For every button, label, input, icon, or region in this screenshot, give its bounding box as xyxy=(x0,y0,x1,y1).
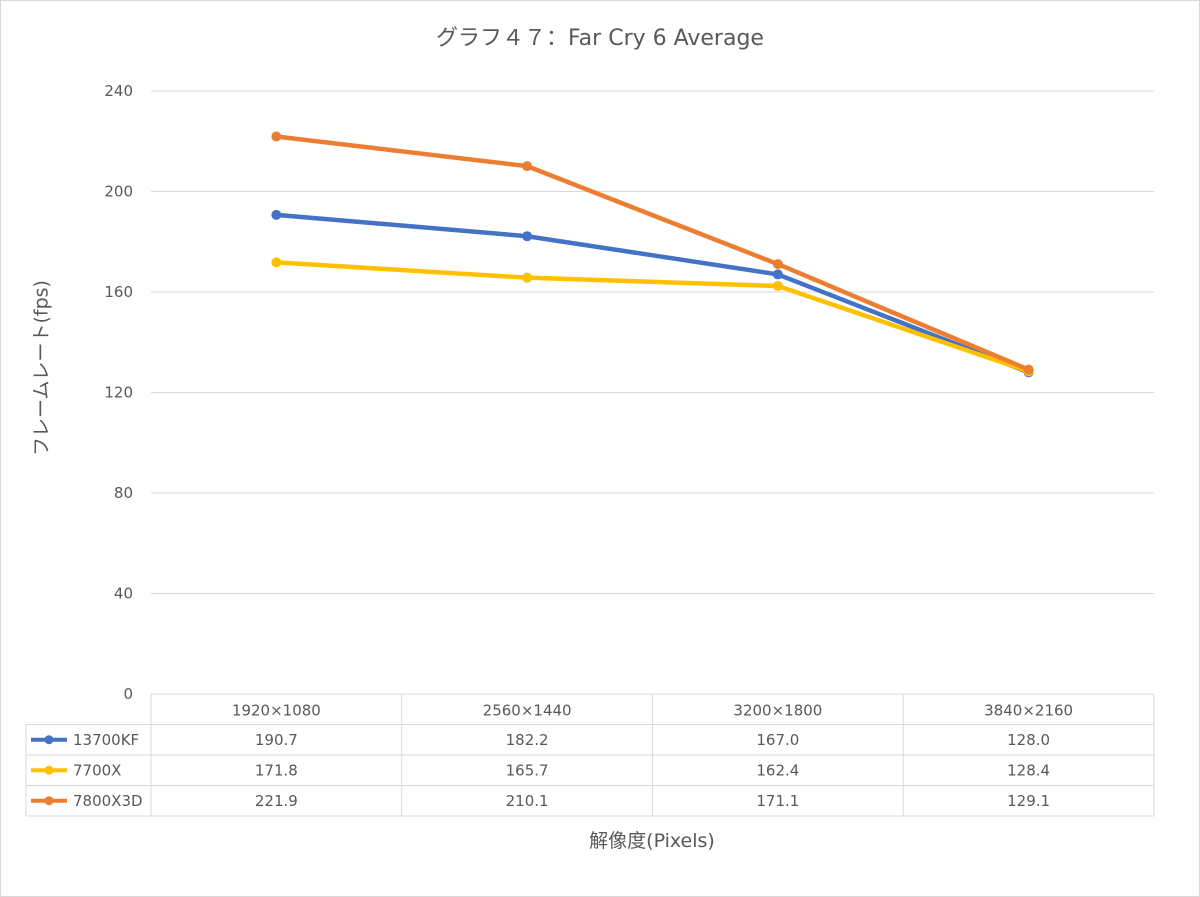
x-category-label: 3840×2160 xyxy=(984,701,1073,719)
data-point xyxy=(772,280,783,291)
legend-key-marker xyxy=(44,735,54,745)
series-line xyxy=(274,212,1031,375)
legend-series-name: 7800X3D xyxy=(73,792,143,810)
data-point xyxy=(522,272,533,283)
data-table-value: 128.0 xyxy=(1007,731,1050,749)
data-table-value: 190.7 xyxy=(255,731,298,749)
data-table-value: 129.1 xyxy=(1007,792,1050,810)
data-point xyxy=(271,131,282,142)
x-category-label: 3200×1800 xyxy=(733,701,822,719)
legend-series-name: 13700KF xyxy=(73,731,139,749)
data-table-value: 128.4 xyxy=(1007,761,1050,779)
y-tick-label: 240 xyxy=(104,82,133,100)
y-tick-label: 200 xyxy=(104,183,133,201)
y-tick-label: 120 xyxy=(104,384,133,402)
data-table-value: 162.4 xyxy=(756,761,799,779)
legend-key-marker xyxy=(44,765,54,775)
data-table-value: 210.1 xyxy=(506,792,549,810)
y-tick-label: 0 xyxy=(123,685,133,703)
chart-title: グラフ４７：Far Cry 6 Average xyxy=(436,26,764,51)
data-table-value: 165.7 xyxy=(506,761,549,779)
legend-series-name: 7700X xyxy=(73,761,121,779)
data-point xyxy=(772,259,783,270)
data-table-value: 167.0 xyxy=(756,731,799,749)
x-axis-label: 解像度(Pixels) xyxy=(589,830,715,852)
data-table-value: 171.8 xyxy=(255,761,298,779)
data-point xyxy=(271,209,282,220)
x-category-label: 2560×1440 xyxy=(483,701,572,719)
data-table-value: 182.2 xyxy=(506,731,549,749)
data-table-value: 171.1 xyxy=(756,792,799,810)
data-point xyxy=(1023,364,1034,375)
data-point xyxy=(522,231,533,242)
data-point xyxy=(271,257,282,268)
series-line xyxy=(274,260,1031,374)
data-table-value: 221.9 xyxy=(255,792,298,810)
x-category-label: 1920×1080 xyxy=(232,701,321,719)
legend-key-marker xyxy=(44,796,54,806)
y-tick-label: 40 xyxy=(114,585,133,603)
data-point xyxy=(522,161,533,172)
y-tick-label: 160 xyxy=(104,283,133,301)
y-tick-label: 80 xyxy=(114,484,133,502)
data-point xyxy=(772,269,783,280)
series-line xyxy=(274,134,1031,372)
